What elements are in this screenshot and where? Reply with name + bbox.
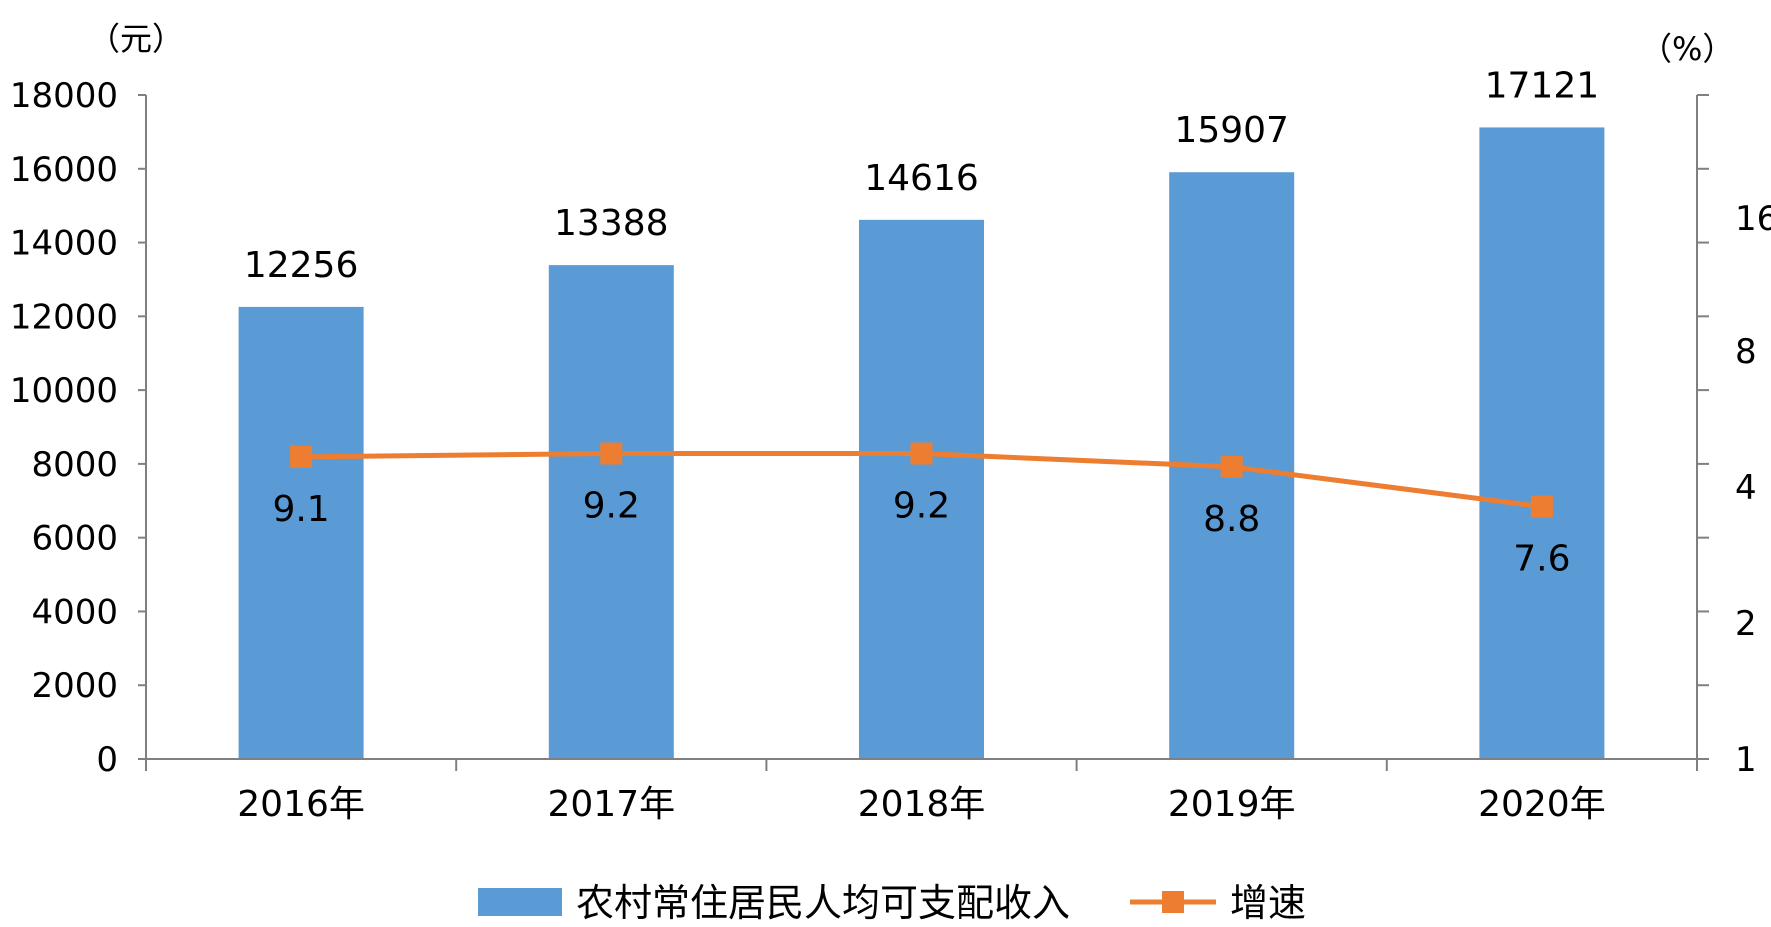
right-tick-label: 2 (1735, 604, 1757, 644)
growth-marker (1530, 495, 1553, 518)
left-axis-unit: （元） (88, 20, 184, 58)
left-tick-label: 8000 (31, 445, 118, 485)
left-tick-label: 4000 (31, 592, 118, 632)
right-axis-unit: （%） (1640, 30, 1734, 68)
growth-marker (1220, 455, 1243, 478)
bar (859, 219, 984, 759)
right-tick-label: 16 (1735, 199, 1771, 239)
legend-bar-label: 农村常住居民人均可支配收入 (576, 881, 1070, 925)
left-tick-label: 2000 (31, 666, 118, 706)
legend-line-label: 增速 (1230, 881, 1306, 925)
growth-marker (600, 442, 623, 465)
bar-value-label: 15907 (1174, 110, 1289, 151)
bar-value-label: 17121 (1485, 65, 1600, 106)
legend-line-marker (1162, 891, 1184, 913)
growth-value-label: 9.2 (583, 486, 640, 527)
bar (238, 306, 364, 759)
left-tick-label: 16000 (10, 150, 118, 190)
left-tick-label: 18000 (10, 76, 118, 116)
bar-series: 12256 13388 14616 15907 17121 (238, 65, 1605, 760)
left-tick-label: 14000 (10, 224, 118, 264)
right-tick-label: 8 (1735, 332, 1757, 372)
bar-value-label: 14616 (864, 158, 979, 199)
growth-value-label: 9.2 (893, 486, 950, 527)
x-category-label: 2016年 (237, 784, 365, 825)
right-axis: 1 2 4 8 16 (1696, 94, 1771, 780)
left-tick-label: 0 (96, 740, 118, 780)
x-axis: 2016年 2017年 2018年 2019年 2020年 (145, 758, 1698, 825)
x-category-label: 2019年 (1168, 784, 1296, 825)
growth-marker (910, 442, 933, 465)
growth-value-label: 9.1 (272, 489, 329, 530)
left-tick-label: 6000 (31, 519, 118, 559)
growth-value-label: 8.8 (1203, 499, 1260, 540)
bar (1479, 127, 1605, 759)
bar-value-label: 12256 (244, 245, 359, 286)
left-tick-label: 12000 (10, 297, 118, 337)
line-series: 9.1 9.2 9.2 8.8 7.6 (272, 442, 1571, 580)
growth-marker (290, 445, 313, 468)
x-category-label: 2020年 (1478, 784, 1606, 825)
right-tick-label: 1 (1735, 740, 1757, 780)
bar (548, 265, 674, 759)
left-tick-label: 10000 (10, 371, 118, 411)
growth-value-label: 7.6 (1513, 539, 1570, 580)
right-tick-label: 4 (1735, 468, 1757, 508)
x-category-label: 2018年 (858, 784, 986, 825)
legend-bar-swatch (478, 888, 562, 916)
x-category-label: 2017年 (547, 784, 675, 825)
left-axis: 0 2000 4000 6000 8000 10000 12000 14000 16000 180… (10, 76, 147, 780)
legend: 农村常住居民人均可支配收入 增速 (478, 881, 1306, 925)
bar-value-label: 13388 (554, 203, 669, 244)
